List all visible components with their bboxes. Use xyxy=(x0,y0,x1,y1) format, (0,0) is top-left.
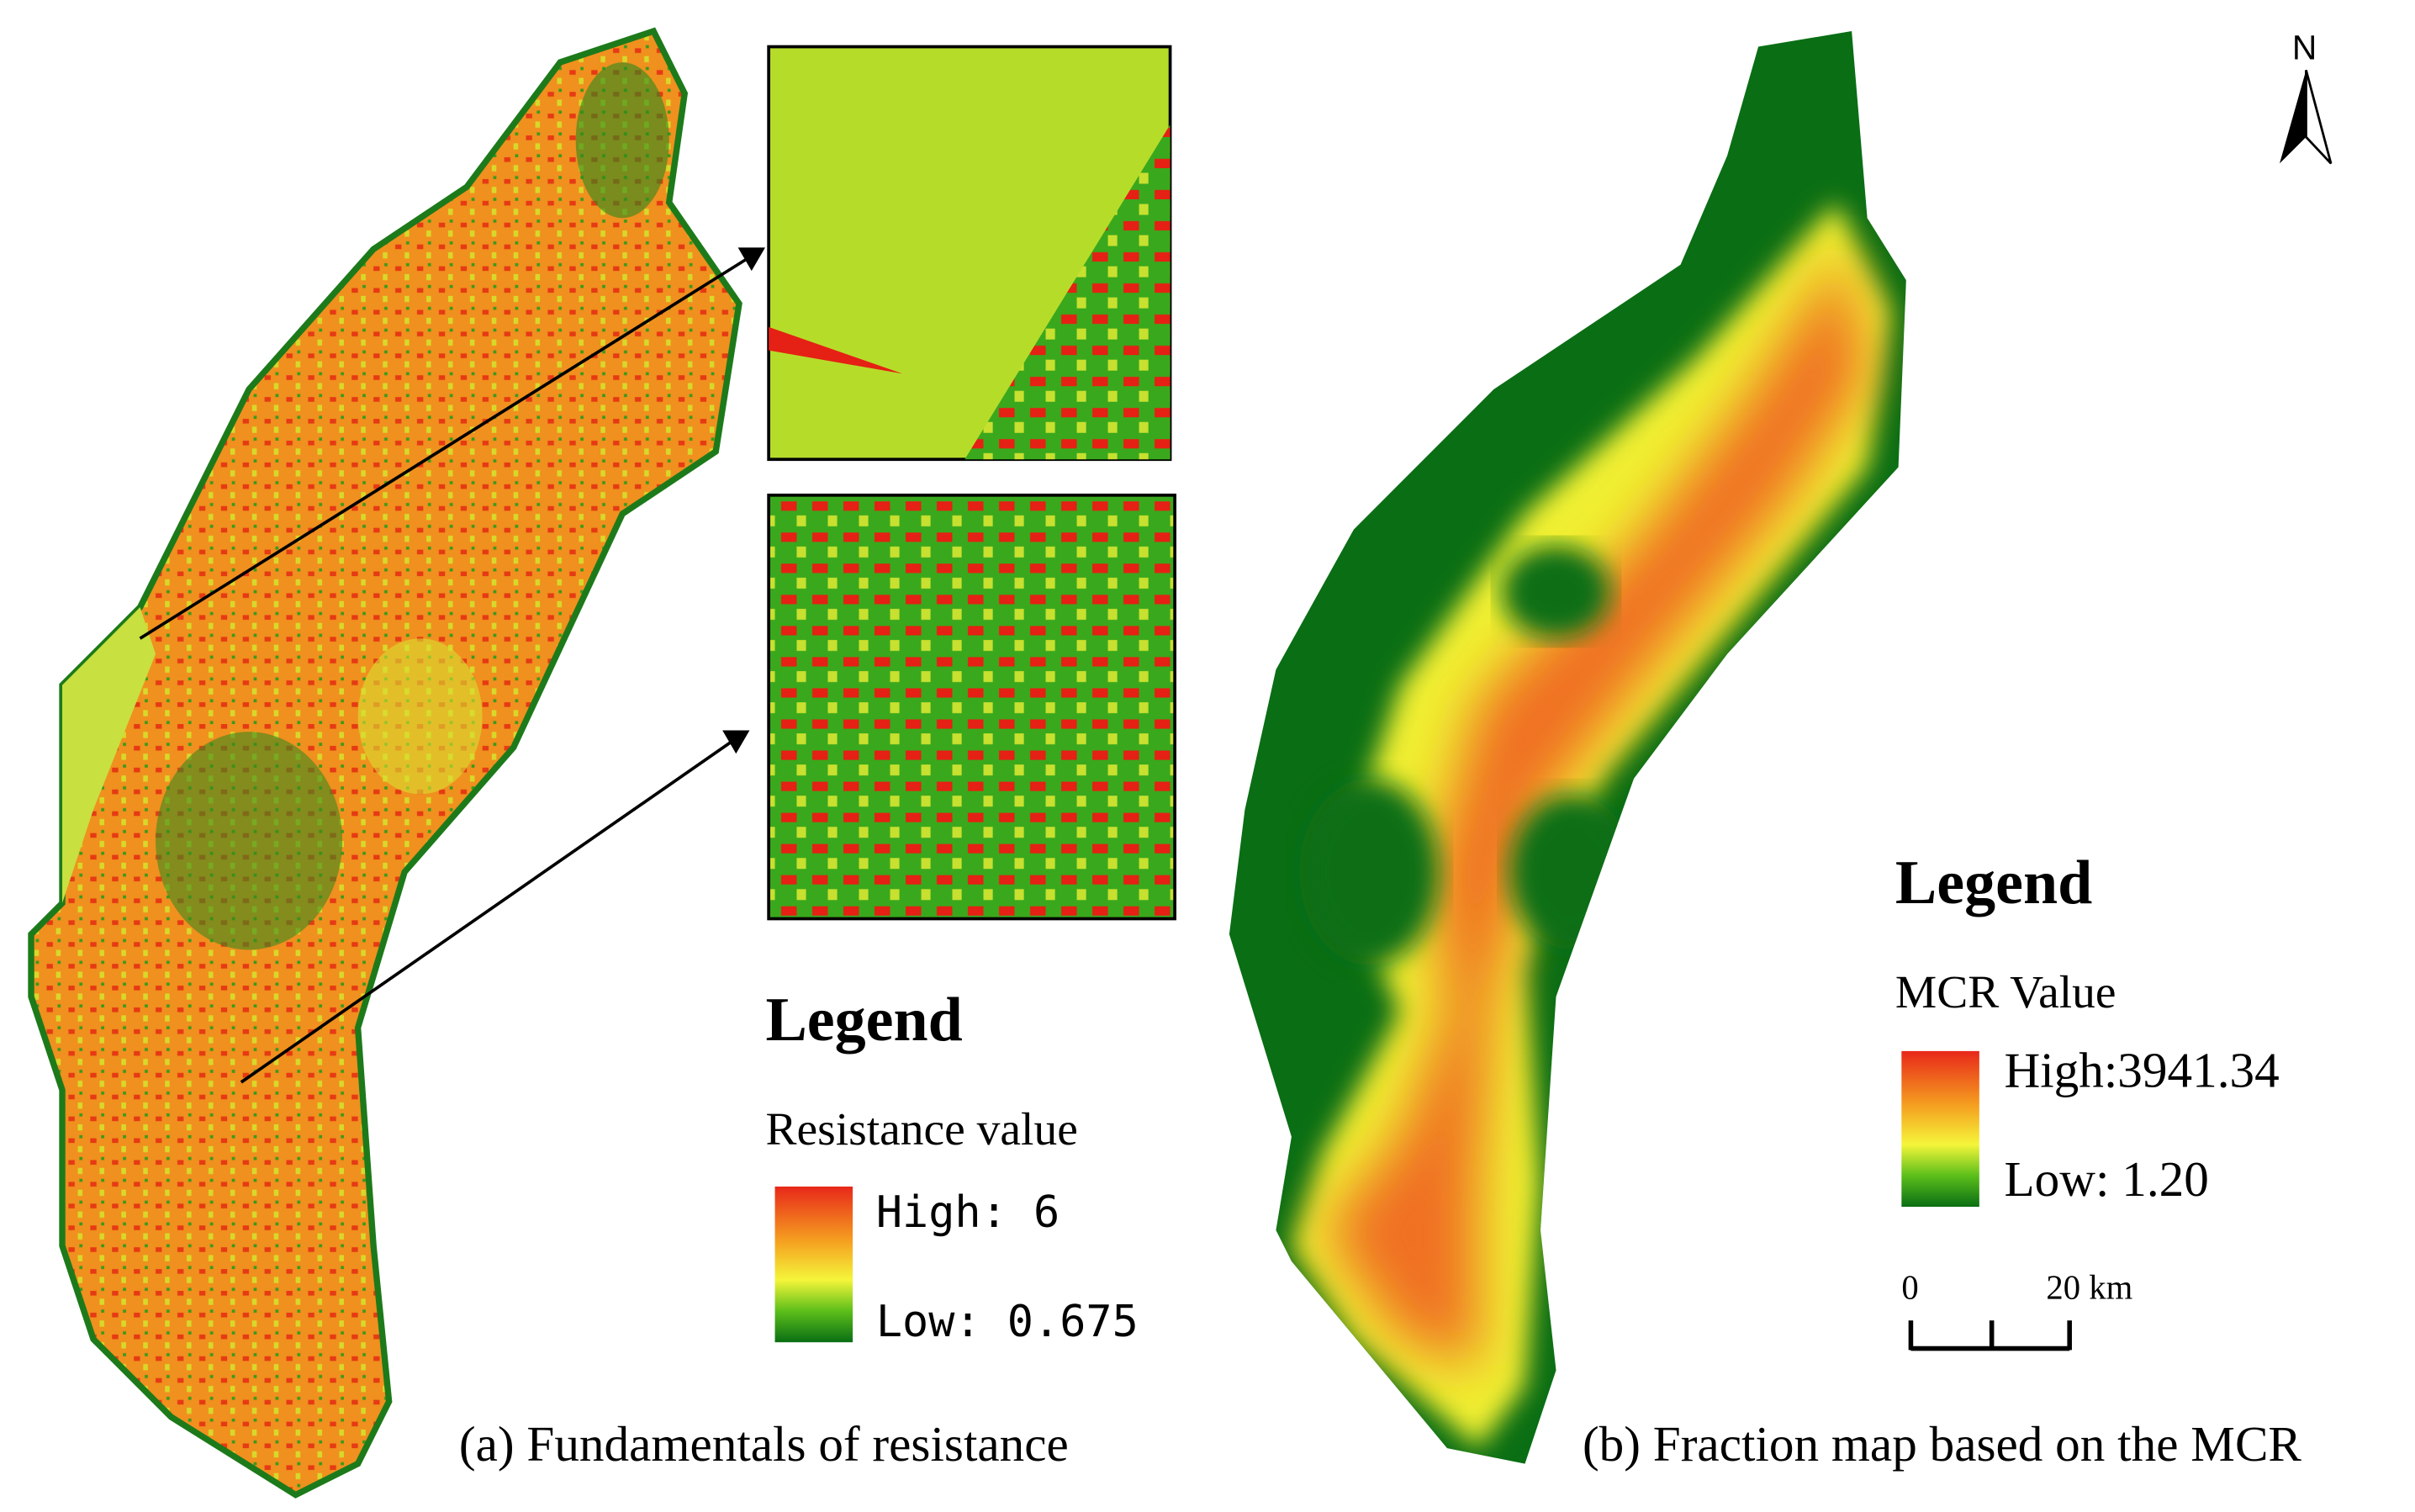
caption: (b) Fraction map based on the MCR xyxy=(1583,1416,2301,1472)
map-a xyxy=(28,27,742,1499)
scale-start: 0 xyxy=(1901,1268,1918,1306)
color-bar xyxy=(1901,1050,1979,1208)
legend-low: Low: 1.20 xyxy=(2004,1151,2208,1207)
north-arrow xyxy=(2280,70,2307,164)
arrows xyxy=(139,247,765,1084)
scale-bar xyxy=(1908,1320,2072,1351)
legend-subtitle: Resistance value xyxy=(765,1104,1077,1155)
inset-2 xyxy=(767,493,1176,921)
scale-end: 20 km xyxy=(2046,1268,2132,1306)
legend-title: Legend xyxy=(1895,849,2092,917)
legend-title: Legend xyxy=(765,986,962,1055)
legend-subtitle: MCR Value xyxy=(1895,967,2116,1018)
color-bar xyxy=(774,1186,853,1343)
legend-high: High:3941.34 xyxy=(2004,1042,2279,1097)
caption: (a) Fundamentals of resistance xyxy=(459,1416,1069,1472)
legend-high: High: 6 xyxy=(876,1187,1060,1238)
north-label: N xyxy=(2292,28,2317,66)
inset-1 xyxy=(767,45,1172,462)
north-arrow xyxy=(2305,69,2333,165)
legend-low: Low: 0.675 xyxy=(876,1297,1139,1347)
map-b xyxy=(1229,31,1906,1464)
